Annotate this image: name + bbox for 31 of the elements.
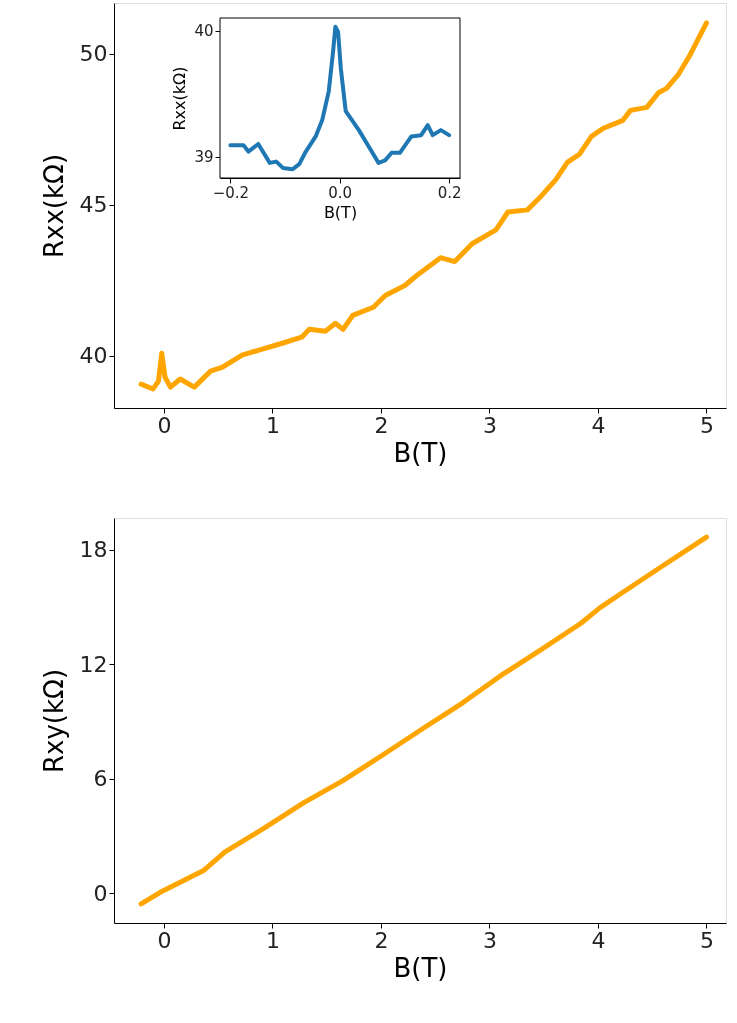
y-axis-title: Rxx(kΩ): [170, 66, 190, 131]
x-axis-title: B(T): [323, 202, 358, 222]
x-tick-label: 0: [157, 927, 172, 953]
x-tick-label: −0.2: [212, 183, 250, 202]
x-tick-label: 1: [265, 412, 280, 438]
y-tick-label: 40: [79, 343, 108, 369]
y-tick-label: 12: [79, 651, 108, 677]
y-tick-label: 39: [194, 148, 214, 167]
x-axis-title: B(T): [393, 952, 448, 983]
x-tick-label: 0: [157, 412, 172, 438]
x-tick-label: 5: [699, 927, 714, 953]
line-series: [228, 24, 452, 172]
x-tick-label: 1: [265, 927, 280, 953]
x-tick-label: 4: [591, 927, 606, 953]
x-tick-label: 2: [374, 412, 389, 438]
y-tick-label: 6: [93, 766, 108, 792]
y-tick-label: 18: [79, 537, 108, 563]
y-tick-label: 0: [93, 880, 108, 906]
x-tick-label: 2: [374, 927, 389, 953]
x-tick-label: 5: [699, 412, 714, 438]
y-tick-label: 45: [79, 192, 108, 218]
y-axis-title: Rxx(kΩ): [38, 153, 69, 259]
y-tick-label: 40: [194, 22, 214, 41]
x-axis-title: B(T): [393, 437, 448, 468]
x-tick-label: 0.0: [328, 183, 353, 202]
x-tick-label: 4: [591, 412, 606, 438]
x-tick-label: 0.2: [437, 183, 462, 202]
y-tick-label: 50: [79, 41, 108, 67]
x-tick-label: 3: [482, 412, 497, 438]
y-axis-title: Rxy(kΩ): [38, 668, 69, 774]
x-tick-label: 3: [482, 927, 497, 953]
